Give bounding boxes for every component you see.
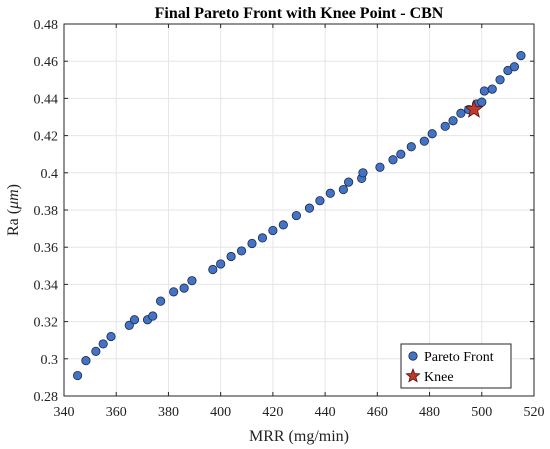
pareto-point [179,283,189,293]
y-tick-label: 0.42 [34,130,59,145]
pareto-point [129,315,140,325]
pareto-point [268,225,278,236]
grid [63,23,535,397]
y-tick-label: 0.32 [34,316,59,331]
y-tick-label: 0.44 [34,92,59,107]
pareto-point [440,121,450,131]
pareto-point [344,177,354,187]
y-tick-label: 0.46 [34,55,59,70]
pareto-point [487,84,497,94]
pareto-point [338,184,348,195]
x-tick-label: 480 [419,405,440,420]
y-tick-label: 0.4 [41,167,59,182]
x-tick-label: 360 [106,405,127,420]
pareto-point [187,276,197,286]
x-tick-label: 460 [367,405,388,420]
x-tick-label: 400 [210,405,231,420]
y-axis-label-suffix: ) [5,184,22,189]
pareto-point [495,75,505,85]
pareto-point [477,97,487,107]
ticks [63,23,535,397]
y-axis-label: Ra (μm) [5,184,22,236]
pareto-point [456,108,466,118]
legend-pareto-marker [408,351,418,361]
data-points [72,51,526,381]
pareto-point [72,370,83,381]
x-tick-label: 420 [262,405,283,420]
pareto-point [247,238,257,249]
y-tick-label: 0.34 [34,278,59,293]
knee-point [464,99,484,118]
pareto-point [98,339,108,349]
pareto-point [516,51,526,61]
pareto-point [278,220,288,230]
legend-knee-marker [405,367,421,383]
y-tick-label: 0.3 [41,353,59,368]
pareto-point [375,162,385,172]
pareto-point [358,168,368,178]
pareto-point [419,136,429,146]
pareto-point [216,259,226,269]
pareto-point [124,320,134,330]
x-tick-label: 440 [315,405,336,420]
chart-title: Final Pareto Front with Knee Point - CBN [155,5,444,22]
pareto-point [479,86,489,96]
pareto-point [208,264,218,275]
legend-items: Pareto Front Knee [405,350,494,385]
x-tick-label: 340 [54,405,75,420]
pareto-point [81,356,91,366]
pareto-point [106,331,116,342]
pareto-point [406,142,416,152]
legend-label: Knee [424,370,454,385]
x-tick-label: 380 [158,405,179,420]
x-axis-label: MRR (mg/min) [249,428,349,445]
y-tick-label: 0.38 [34,204,59,219]
pareto-point [236,246,247,256]
pareto-point [427,129,437,139]
y-axis-label-unit: μm [5,189,22,210]
x-tick-labels: 340 360 380 400 420 440 460 480 500 520 [54,405,545,420]
x-tick-label: 520 [524,405,545,420]
pareto-point [169,287,179,297]
pareto-point [396,149,406,159]
pareto-point [156,296,166,306]
pareto-point [226,251,236,262]
y-tick-labels: 0.28 0.3 0.32 0.34 0.36 0.38 0.4 0.42 0.44 0.46 0.… [34,18,59,405]
legend-label: Pareto Front [424,350,494,365]
y-tick-label: 0.28 [34,390,59,405]
legend: Pareto Front Knee [400,343,512,389]
pareto-point [257,233,268,243]
pareto-point [91,346,101,356]
y-axis-label-prefix: Ra ( [5,209,22,236]
legend-box [400,343,512,389]
pareto-point [304,203,315,213]
pareto-point [315,196,325,206]
pareto-point [291,210,301,221]
pareto-point [448,116,458,126]
pareto-point [388,155,398,165]
pareto-point [325,188,335,198]
pareto-point [509,62,520,72]
pareto-point [148,311,158,321]
y-tick-label: 0.36 [34,241,59,256]
x-tick-label: 500 [471,405,492,420]
y-tick-label: 0.48 [34,18,59,33]
